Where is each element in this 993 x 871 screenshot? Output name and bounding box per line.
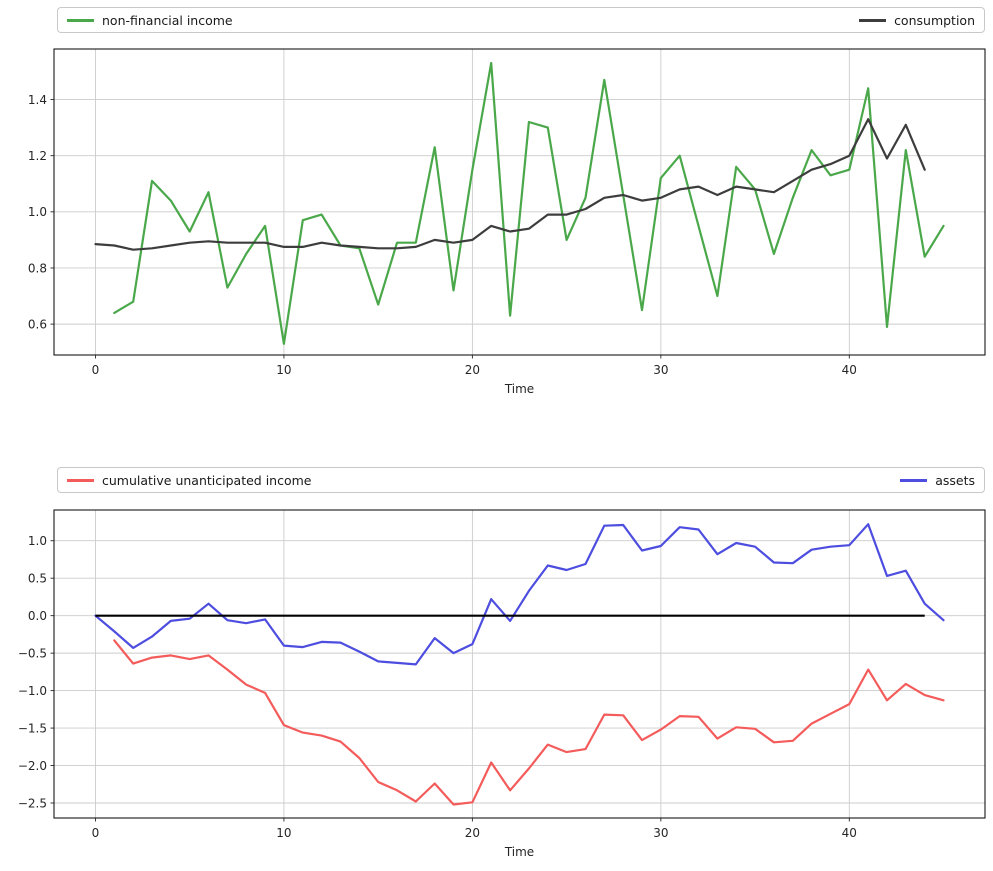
y-tick-label: 0.6: [28, 317, 47, 331]
legend-bottom: cumulative unanticipated income assets: [57, 467, 985, 493]
x-tick-label: 30: [653, 826, 668, 840]
legend-item-consumption: consumption: [859, 13, 975, 28]
x-tick-label: 20: [465, 363, 480, 377]
x-axis-title: Time: [504, 845, 534, 859]
y-tick-label: −2.0: [18, 759, 47, 773]
y-tick-label: −2.5: [18, 796, 47, 810]
legend-label: consumption: [894, 12, 975, 28]
plot-border: [53, 509, 986, 819]
y-tick-label: 0.0: [28, 609, 47, 623]
line-swatch-icon: [67, 478, 94, 482]
y-tick-label: 0.8: [28, 261, 47, 275]
x-tick-label: 30: [653, 363, 668, 377]
x-tick-label: 40: [842, 363, 857, 377]
x-tick-label: 0: [92, 826, 100, 840]
line-cumulative-unanticipated-income: [113, 639, 945, 806]
line-non-financial-income: [113, 61, 945, 345]
line-swatch-icon: [859, 18, 887, 22]
y-tick-label: 1.2: [28, 149, 47, 163]
x-tick-label: 10: [276, 363, 291, 377]
legend-label: cumulative unanticipated income: [102, 472, 312, 488]
y-tick-label: 0.5: [28, 571, 47, 585]
y-tick-label: −0.5: [18, 646, 47, 660]
x-tick-label: 40: [842, 826, 857, 840]
x-tick-label: 0: [92, 363, 100, 377]
subplot-1: 0 10 20 30 40 1.0 0.5 0.0 −0.5 −1.0 −1.5 −2.0 −2.5 Ti…: [18, 509, 986, 859]
line-swatch-icon: [67, 18, 94, 22]
y-tick-label: 1.4: [28, 93, 47, 107]
legend-top: non-financial income consumption: [57, 7, 985, 33]
subplot-0: 0 10 20 30 40 0.6 0.8 1.0 1.2 1.4 Time: [28, 48, 986, 396]
y-tick-label: 1.0: [28, 205, 47, 219]
legend-item-assets: assets: [900, 473, 975, 488]
x-tick-label: 10: [276, 826, 291, 840]
plot-border: [53, 48, 986, 356]
x-axis-title: Time: [504, 382, 534, 396]
line-assets: [94, 523, 945, 666]
legend-label: non-financial income: [102, 12, 233, 28]
legend-label: assets: [935, 472, 975, 488]
line-consumption: [94, 118, 926, 251]
y-tick-label: 1.0: [28, 534, 47, 548]
y-tick-label: −1.0: [18, 684, 47, 698]
legend-item-non-financial-income: non-financial income: [67, 13, 233, 28]
legend-item-cumulative-unanticipated-income: cumulative unanticipated income: [67, 473, 312, 488]
line-swatch-icon: [900, 478, 928, 482]
x-tick-label: 20: [465, 826, 480, 840]
y-tick-label: −1.5: [18, 721, 47, 735]
